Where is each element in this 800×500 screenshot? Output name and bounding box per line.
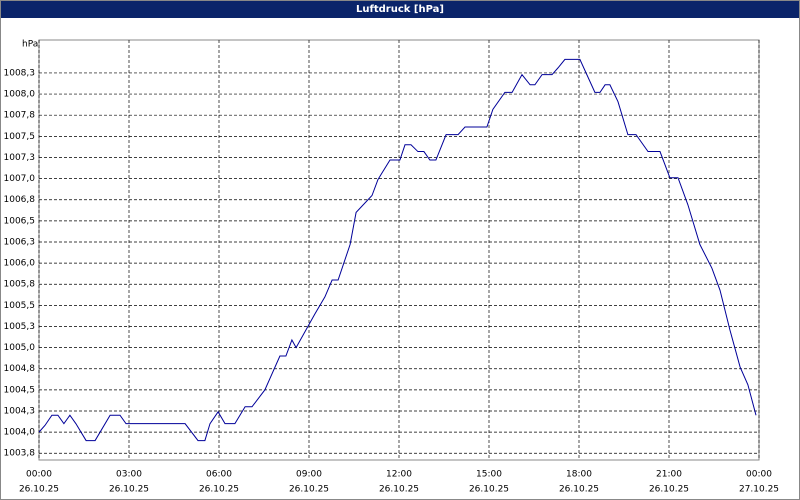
title-bar bbox=[0, 0, 800, 18]
x-tick-label: 15:00 bbox=[476, 470, 502, 480]
y-tick-label: 1006,0 bbox=[4, 259, 36, 269]
y-tick-label: 1005,3 bbox=[4, 322, 36, 332]
y-tick-label: 1008,3 bbox=[4, 68, 36, 78]
chart-title: Luftdruck [hPa] bbox=[356, 4, 444, 15]
x-tick-label: 06:00 bbox=[206, 470, 232, 480]
x-tick-label: 21:00 bbox=[656, 470, 682, 480]
x-tick-date: 26.10.25 bbox=[649, 485, 689, 495]
y-tick-label: 1004,0 bbox=[4, 428, 36, 438]
y-tick-label: 1004,3 bbox=[4, 406, 36, 416]
y-tick-label: 1007,8 bbox=[4, 111, 36, 121]
x-tick-date: 26.10.25 bbox=[379, 485, 419, 495]
x-tick-label: 09:00 bbox=[296, 470, 322, 480]
x-tick-label: 18:00 bbox=[566, 470, 592, 480]
y-tick-label: 1003,8 bbox=[4, 449, 36, 459]
y-tick-label: 1005,8 bbox=[4, 280, 36, 290]
x-tick-date: 27.10.25 bbox=[739, 485, 779, 495]
x-tick-label: 03:00 bbox=[116, 470, 142, 480]
y-tick-label: 1007,3 bbox=[4, 153, 36, 163]
x-tick-date: 26.10.25 bbox=[19, 485, 59, 495]
x-tick-label: 00:00 bbox=[746, 470, 772, 480]
x-tick-label: 12:00 bbox=[386, 470, 412, 480]
data-line bbox=[38, 58, 757, 442]
x-tick-date: 26.10.25 bbox=[289, 485, 329, 495]
y-tick-label: 1007,0 bbox=[4, 174, 36, 184]
x-tick-date: 26.10.25 bbox=[199, 485, 239, 495]
y-tick-label: 1006,3 bbox=[4, 237, 36, 247]
y-tick-label: 1006,8 bbox=[4, 195, 36, 205]
y-tick-label: 1006,5 bbox=[4, 216, 36, 226]
y-tick-label: 1007,5 bbox=[4, 132, 36, 142]
x-tick-date: 26.10.25 bbox=[109, 485, 149, 495]
y-tick-label: 1004,8 bbox=[4, 364, 36, 374]
y-tick-label: 1008,0 bbox=[4, 90, 36, 100]
x-tick-date: 26.10.25 bbox=[559, 485, 599, 495]
y-tick-label: 1004,5 bbox=[4, 385, 36, 395]
y-tick-label: 1005,5 bbox=[4, 301, 36, 311]
y-tick-label: 1005,0 bbox=[4, 343, 36, 353]
x-tick-date: 26.10.25 bbox=[469, 485, 509, 495]
y-axis-label: hPa bbox=[22, 40, 38, 50]
x-tick-label: 00:00 bbox=[26, 470, 52, 480]
